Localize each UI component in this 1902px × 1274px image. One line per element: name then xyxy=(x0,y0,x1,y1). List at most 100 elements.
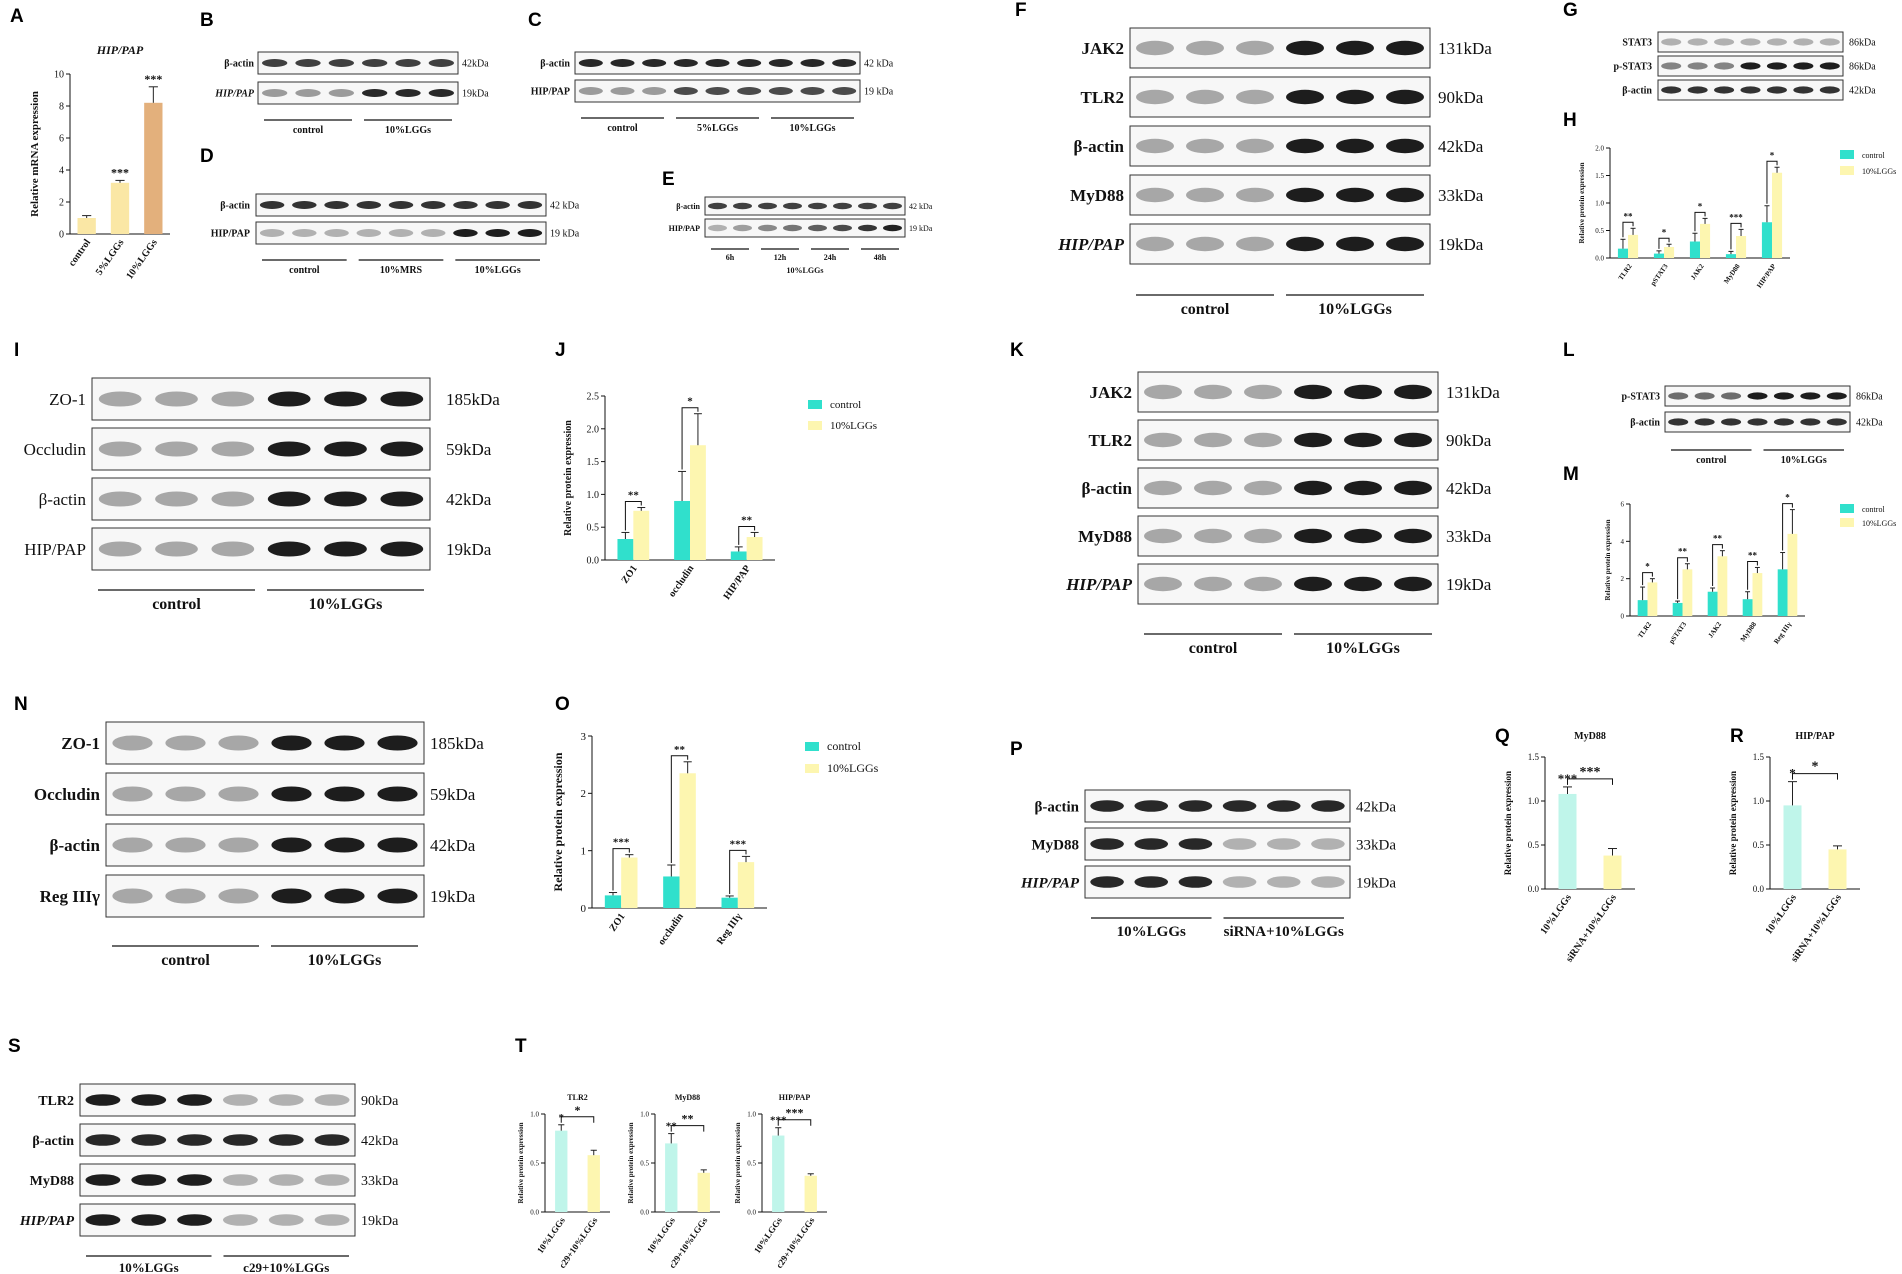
blot-band xyxy=(314,1094,350,1106)
panel-letter-T: T xyxy=(515,1036,527,1057)
sig-bracket xyxy=(681,407,699,470)
blot-panel-K: JAK2 131kDa TLR2 90kDa β-actin 42kDa MyD88 33kD… xyxy=(1065,371,1500,657)
bar xyxy=(1603,855,1622,889)
group-label: 10%LGGs xyxy=(1781,455,1827,466)
blot-strip xyxy=(257,51,459,75)
blot-band xyxy=(155,491,198,507)
group-label: 10%MRS xyxy=(380,265,423,276)
blot-band xyxy=(267,391,311,407)
blot-band xyxy=(314,1174,350,1186)
bar xyxy=(110,182,130,234)
blot-band xyxy=(705,59,730,67)
blot-kda-label: 42kDa xyxy=(462,59,489,70)
y-axis-label: Relative protein expression xyxy=(551,752,565,891)
sig-bracket xyxy=(1782,503,1793,551)
panel-letter-R: R xyxy=(1730,726,1744,747)
x-tick-label: Reg IIIγ xyxy=(715,911,745,947)
bar xyxy=(1558,793,1577,889)
panel-letter-I: I xyxy=(14,340,19,361)
blot-panel-I: ZO-1 185kDa Occludin 59kDa β-actin 42kDa HIP/P… xyxy=(24,377,500,613)
y-tick-label: 3 xyxy=(581,731,587,743)
blot-band xyxy=(673,59,698,67)
chart-M: 0 2 4 6 Relative protein expression TLR2 * pSTA… xyxy=(1604,493,1896,646)
blot-band xyxy=(1386,187,1424,203)
chart-T2: 0.0 0.5 1.0 Relative protein expression MyD8… xyxy=(627,1093,720,1270)
blot-band xyxy=(1186,187,1224,203)
bar xyxy=(1689,241,1700,258)
blot-strip xyxy=(704,218,906,238)
blot-strip xyxy=(79,1163,356,1197)
blot-row-label: TLR2 xyxy=(1089,431,1132,450)
blot-kda-label: 33kDa xyxy=(1438,186,1484,205)
sig-stars: ** xyxy=(682,1112,694,1126)
blot-strip xyxy=(105,721,425,765)
blot-band xyxy=(1661,38,1682,46)
blot-row-label: β-actin xyxy=(540,59,570,70)
blot-row-label: β-actin xyxy=(1622,86,1652,97)
blot-band xyxy=(1344,576,1382,592)
chart-title: HIP/PAP xyxy=(1795,731,1834,742)
blot-band xyxy=(833,224,852,232)
bar xyxy=(665,1143,678,1212)
legend-label: control xyxy=(1862,505,1885,514)
blot-band xyxy=(377,837,418,853)
blot-strip xyxy=(704,196,906,216)
chart-T1: 0.0 0.5 1.0 Relative protein expression TLR2… xyxy=(517,1093,610,1270)
blot-band xyxy=(223,1174,258,1186)
blot-band xyxy=(1266,800,1301,812)
blot-kda-label: 90kDa xyxy=(1446,431,1492,450)
blot-band xyxy=(1090,876,1124,888)
blot-band xyxy=(1773,392,1794,400)
bar xyxy=(730,551,747,560)
blot-band xyxy=(485,229,510,237)
blot-band xyxy=(267,541,311,557)
blot-panel-P: β-actin 42kDa MyD88 33kDa HIP/PAP 19kDa 10%LGG… xyxy=(1020,789,1396,940)
blot-band xyxy=(1294,480,1332,496)
blot-band xyxy=(758,224,777,232)
blot-strip xyxy=(1137,467,1439,509)
blot-band xyxy=(1266,876,1301,888)
group-label: control xyxy=(1181,301,1230,318)
blot-band xyxy=(1294,384,1332,400)
blot-kda-label: 19 kDa xyxy=(550,229,580,240)
blot-row-label: β-actin xyxy=(224,59,254,70)
blot-band xyxy=(1294,432,1332,448)
blot-strip xyxy=(1129,223,1431,265)
x-tick-label: 5%LGGs xyxy=(94,237,127,277)
blot-panel-L: p-STAT3 86kDa β-actin 42kDa control 10%LGGs xyxy=(1621,385,1883,466)
blot-band xyxy=(1236,187,1274,203)
group-label: control xyxy=(152,596,201,613)
blot-strip xyxy=(91,377,431,421)
bar xyxy=(621,857,638,908)
x-tick-label: JAK2 xyxy=(1707,620,1724,639)
sig-stars: *** xyxy=(1580,765,1601,780)
blot-band xyxy=(295,89,321,97)
blot-band xyxy=(883,224,902,232)
blot-band xyxy=(453,201,478,209)
sig-stars: *** xyxy=(1729,212,1743,222)
blot-row-label: HIP/PAP xyxy=(24,540,86,559)
blot-kda-label: 42kDa xyxy=(1849,86,1876,97)
blot-band xyxy=(1244,528,1282,544)
blot-strip xyxy=(79,1083,356,1117)
blot-kda-label: 33kDa xyxy=(361,1174,399,1189)
blot-row-label: β-actin xyxy=(1081,479,1132,498)
blot-band xyxy=(1800,392,1821,400)
bar xyxy=(1664,247,1675,258)
x-tick-label: 10%LGGs xyxy=(124,237,160,281)
sig-bracket xyxy=(1658,237,1670,249)
sig-bracket xyxy=(612,848,630,891)
sig-stars: * xyxy=(1698,201,1703,211)
y-tick-label: 0.5 xyxy=(1753,840,1765,850)
blot-band xyxy=(783,224,802,232)
y-axis-label: Relative protein expression xyxy=(563,420,574,536)
sig-bracket xyxy=(738,525,756,545)
blot-band xyxy=(1766,86,1787,94)
blot-panel-S: TLR2 90kDa β-actin 42kDa MyD88 33kDa HIP/PAP 19… xyxy=(19,1083,399,1274)
blot-row-label: β-actin xyxy=(1630,418,1660,429)
blot-band xyxy=(1344,432,1382,448)
blot-row-label: β-actin xyxy=(676,202,700,211)
blot-band xyxy=(1394,384,1432,400)
blot-band xyxy=(1286,89,1324,105)
sig-stars: ** xyxy=(1748,550,1758,560)
